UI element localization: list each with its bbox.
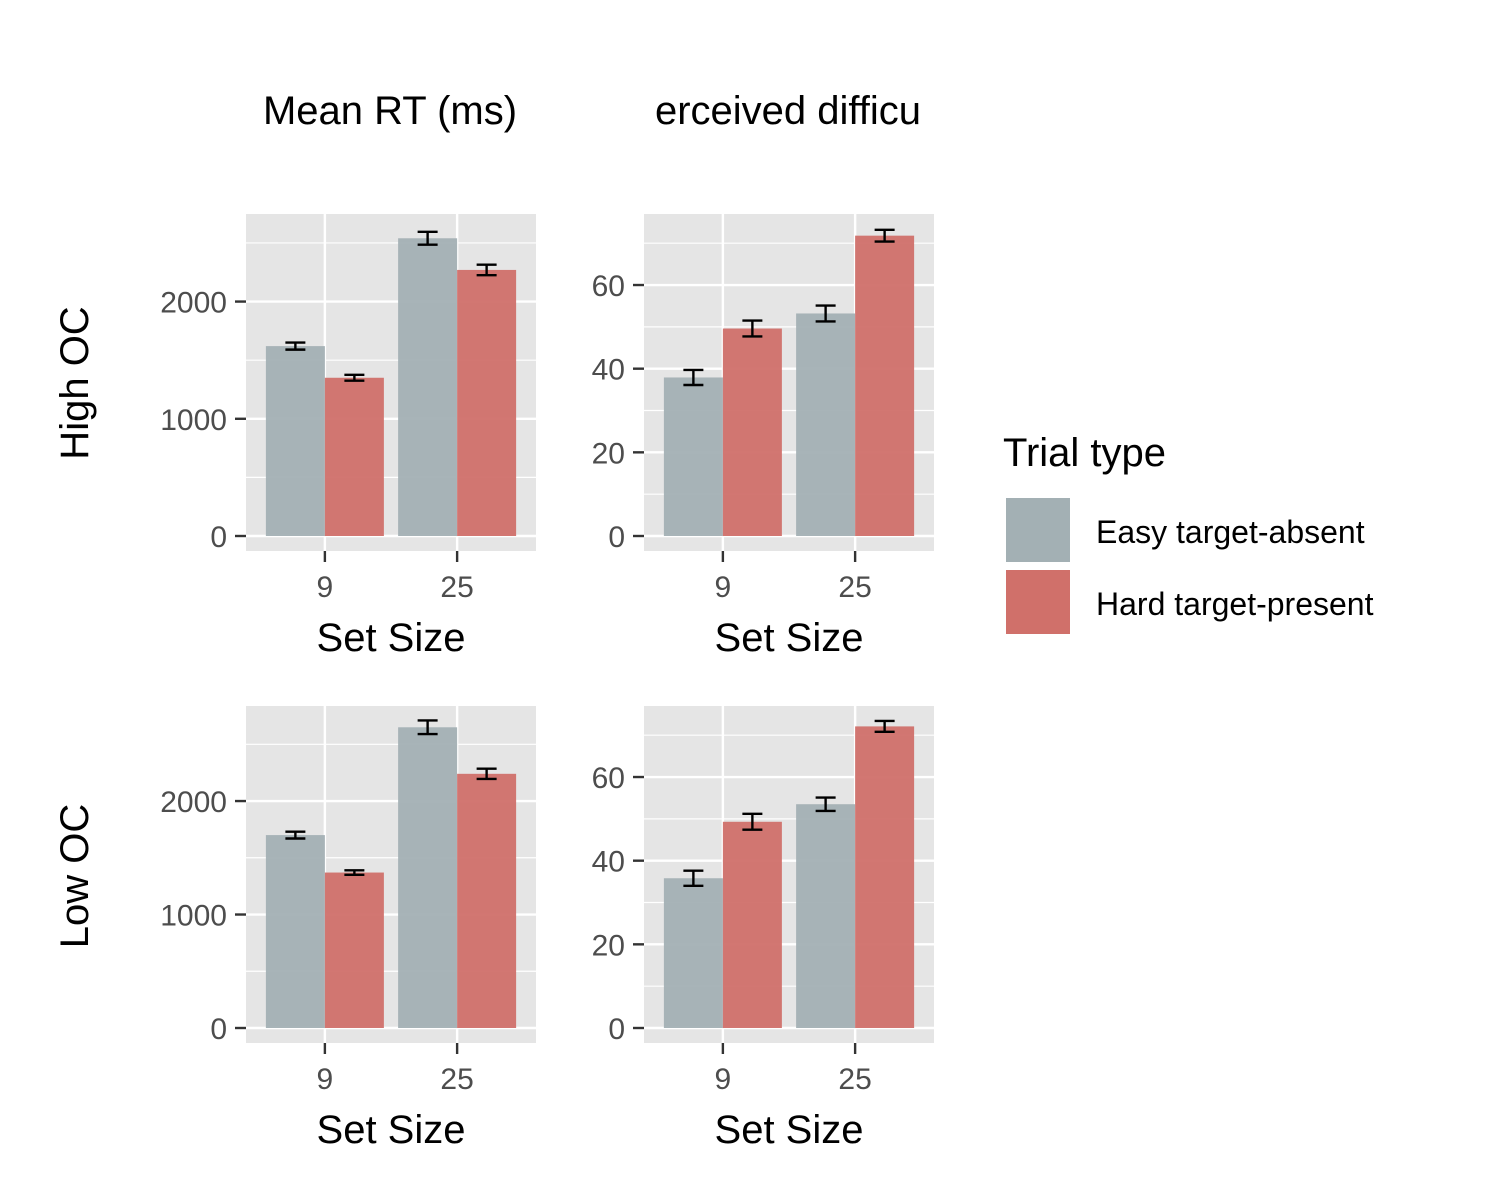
bar-hard-25 bbox=[855, 726, 915, 1028]
legend-title: Trial type bbox=[1003, 431, 1166, 475]
x-tick-label: 25 bbox=[440, 1063, 473, 1096]
x-tick-label: 25 bbox=[838, 571, 871, 604]
column-title-mean-rt: Mean RT (ms) bbox=[263, 89, 517, 133]
x-axis-title: Set Size bbox=[317, 616, 466, 660]
bar-easy-9 bbox=[265, 835, 325, 1028]
y-tick-label: 40 bbox=[592, 354, 625, 387]
bar-easy-9 bbox=[663, 377, 723, 536]
bar-hard-25 bbox=[457, 773, 517, 1028]
y-tick-label: 1000 bbox=[160, 900, 227, 933]
x-tick-label: 9 bbox=[715, 571, 732, 604]
bar-hard-9 bbox=[722, 821, 782, 1028]
legend-label-easy: Easy target-absent bbox=[1096, 514, 1365, 550]
bar-easy-25 bbox=[796, 804, 856, 1028]
y-tick-label: 40 bbox=[592, 846, 625, 879]
y-tick-label: 2000 bbox=[160, 786, 227, 819]
bar-hard-25 bbox=[855, 235, 915, 536]
x-tick-label: 9 bbox=[317, 1063, 334, 1096]
x-axis-title: Set Size bbox=[317, 1108, 466, 1152]
y-tick-label: 20 bbox=[592, 929, 625, 962]
bar-easy-25 bbox=[398, 238, 458, 536]
legend-label-hard: Hard target-present bbox=[1096, 586, 1374, 622]
y-tick-label: 60 bbox=[592, 762, 625, 795]
x-axis-title: Set Size bbox=[715, 1108, 864, 1152]
column-title-perceived-difficulty: erceived difficu bbox=[655, 89, 921, 133]
panel-low-oc-perceived-difficulty: 0 20 40 60 9 25 Set Size bbox=[592, 706, 934, 1152]
bar-easy-25 bbox=[398, 727, 458, 1028]
y-tick-label: 1000 bbox=[160, 404, 227, 437]
bar-hard-9 bbox=[324, 872, 384, 1028]
x-tick-label: 25 bbox=[838, 1063, 871, 1096]
y-tick-label: 0 bbox=[210, 521, 227, 554]
y-tick-label: 20 bbox=[592, 437, 625, 470]
y-tick-label: 60 bbox=[592, 270, 625, 303]
y-tick-label: 0 bbox=[608, 1013, 625, 1046]
bar-hard-9 bbox=[324, 377, 384, 536]
legend-swatch-hard bbox=[1006, 570, 1070, 634]
panel-high-oc-mean-rt: 0 1000 2000 9 25 Set Size bbox=[160, 214, 536, 660]
bar-easy-9 bbox=[265, 346, 325, 536]
row-label-low-oc: Low OC bbox=[53, 804, 97, 949]
y-tick-label: 2000 bbox=[160, 287, 227, 320]
legend-swatch-easy bbox=[1006, 498, 1070, 562]
row-label-high-oc: High OC bbox=[53, 306, 97, 459]
bar-easy-9 bbox=[663, 878, 723, 1028]
bar-hard-25 bbox=[457, 269, 517, 536]
x-tick-label: 9 bbox=[715, 1063, 732, 1096]
y-tick-label: 0 bbox=[608, 521, 625, 554]
bar-hard-9 bbox=[722, 328, 782, 536]
legend: Trial type Easy target-absent Hard targe… bbox=[1003, 431, 1374, 637]
bar-easy-25 bbox=[796, 313, 856, 536]
x-tick-label: 25 bbox=[440, 571, 473, 604]
x-axis-title: Set Size bbox=[715, 616, 864, 660]
panel-low-oc-mean-rt: 0 1000 2000 9 25 Set Size bbox=[160, 706, 536, 1152]
y-tick-label: 0 bbox=[210, 1013, 227, 1046]
panel-high-oc-perceived-difficulty: 0 20 40 60 9 25 Set Size bbox=[592, 214, 934, 660]
x-tick-label: 9 bbox=[317, 571, 334, 604]
